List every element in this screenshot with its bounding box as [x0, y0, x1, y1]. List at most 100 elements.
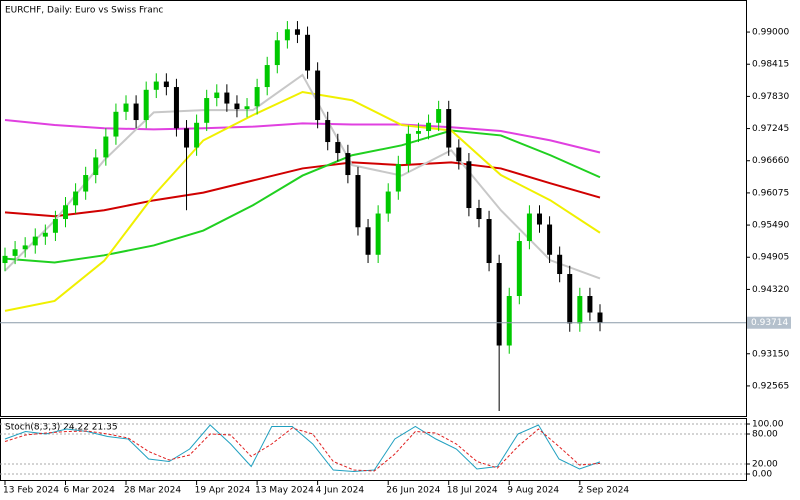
candle-body [567, 274, 573, 324]
candle-body [284, 29, 290, 41]
candle-body [12, 249, 18, 256]
candle-body [355, 175, 361, 228]
price-frame [0, 0, 747, 417]
x-tick-label: 28 Mar 2024 [124, 486, 181, 496]
candle-body [173, 87, 179, 129]
y-tick-label: 20.00 [752, 460, 778, 470]
candle-body [194, 122, 200, 148]
candle-body [345, 153, 351, 176]
candle-body [426, 122, 432, 132]
x-tick-label: 13 May 2024 [255, 486, 314, 496]
y-tick-label: 0.99000 [752, 28, 789, 38]
y-tick-label: 0.98415 [752, 60, 789, 70]
candle-body [385, 191, 391, 214]
candle-body [103, 136, 109, 158]
candle-body [274, 40, 280, 66]
candle-body [486, 219, 492, 264]
candle-body [184, 128, 190, 148]
y-tick-label: 80.00 [752, 430, 778, 440]
y-tick-label: 0.97830 [752, 92, 789, 102]
y-tick-label: 0.94905 [752, 253, 789, 263]
candle-body [436, 109, 442, 123]
moving-average [4, 119, 601, 154]
candle-body [506, 296, 512, 346]
y-tick-label: 0.93150 [752, 349, 789, 359]
candle-body [446, 109, 452, 148]
candle-body [536, 213, 542, 225]
x-tick-label: 26 Jun 2024 [386, 486, 440, 496]
candle-body [113, 111, 119, 137]
candle-body [466, 161, 472, 209]
candle-body [305, 34, 311, 71]
candle-body [204, 98, 210, 123]
candle-body [526, 213, 532, 242]
stoch-title: Stoch(8,3,3) 24.22 21.35 [5, 423, 118, 433]
y-tick-label: 0.92565 [752, 381, 789, 391]
candle-body [143, 89, 149, 121]
candle-body [335, 142, 341, 154]
moving-average [4, 73, 601, 280]
candle-body [22, 245, 28, 250]
chart-title: EURCHF, Daily: Euro vs Swiss Franc [5, 6, 163, 16]
candle-body [163, 81, 169, 88]
stoch-frame [0, 418, 747, 481]
candle-body [375, 213, 381, 255]
candle-body [52, 219, 58, 233]
moving-average [4, 90, 601, 312]
candle-body [405, 133, 411, 165]
candle-body [577, 296, 583, 324]
candle-body [325, 120, 331, 143]
candle-body [153, 81, 159, 90]
candle-body [456, 147, 462, 162]
candle-body [224, 92, 230, 104]
stoch-line [4, 427, 601, 472]
candle-body [32, 236, 38, 246]
candle-body [214, 92, 220, 99]
candle-body [294, 29, 300, 35]
y-tick-label: 0.96660 [752, 156, 789, 166]
x-tick-label: 19 Apr 2024 [195, 486, 251, 496]
candle-body [365, 227, 371, 255]
y-tick-label: 0.95490 [752, 221, 789, 231]
candle-body [597, 312, 603, 323]
candle-body [42, 232, 48, 237]
stoch-line [4, 424, 601, 473]
current-price-box [747, 316, 791, 329]
x-tick-label: 2 Sep 2024 [578, 486, 630, 496]
x-tick-label: 9 Aug 2024 [507, 486, 559, 496]
candle-body [557, 254, 563, 275]
candle-body [315, 70, 321, 121]
candle-body [244, 106, 250, 110]
y-tick-label: 0.94320 [752, 285, 789, 295]
candle-body [264, 65, 270, 88]
candle-body [496, 263, 502, 346]
y-tick-label: 0.00 [752, 470, 772, 480]
y-tick-label: 100.00 [752, 420, 784, 430]
x-tick-label: 18 Jul 2024 [447, 486, 498, 496]
candle-body [63, 205, 69, 220]
candle-body [93, 157, 99, 176]
candle-body [547, 224, 553, 255]
x-tick-label: 6 Mar 2024 [64, 486, 116, 496]
candle-body [587, 296, 593, 313]
candle-body [123, 103, 129, 112]
candle-body [133, 103, 139, 121]
moving-average [4, 161, 601, 218]
moving-average [4, 129, 601, 264]
candle-body [83, 175, 89, 192]
candle-body [73, 191, 79, 206]
y-tick-label: 0.96075 [752, 188, 789, 198]
candle-body [395, 164, 401, 192]
candle-body [234, 103, 240, 110]
candle-body [476, 208, 482, 220]
current-price-label: 0.93714 [751, 318, 788, 328]
candle-body [254, 87, 260, 107]
candle-body [2, 255, 8, 264]
candle-body [415, 131, 421, 134]
candle-body [516, 241, 522, 297]
x-tick-label: 13 Feb 2024 [3, 486, 59, 496]
x-tick-label: 4 Jun 2024 [316, 486, 365, 496]
